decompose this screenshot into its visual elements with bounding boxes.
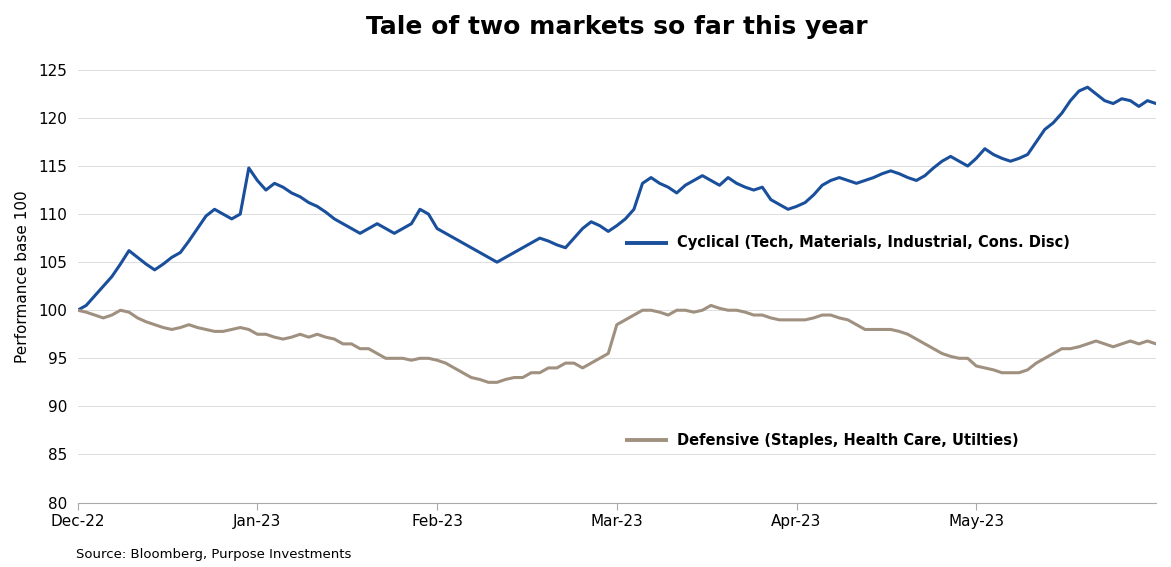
Title: Tale of two markets so far this year: Tale of two markets so far this year xyxy=(367,15,868,39)
Text: Defensive (Staples, Health Care, Utilties): Defensive (Staples, Health Care, Utiltie… xyxy=(677,433,1019,447)
Y-axis label: Performance base 100: Performance base 100 xyxy=(15,191,30,363)
Text: Cyclical (Tech, Materials, Industrial, Cons. Disc): Cyclical (Tech, Materials, Industrial, C… xyxy=(677,235,1069,251)
Text: Source: Bloomberg, Purpose Investments: Source: Bloomberg, Purpose Investments xyxy=(76,548,351,561)
